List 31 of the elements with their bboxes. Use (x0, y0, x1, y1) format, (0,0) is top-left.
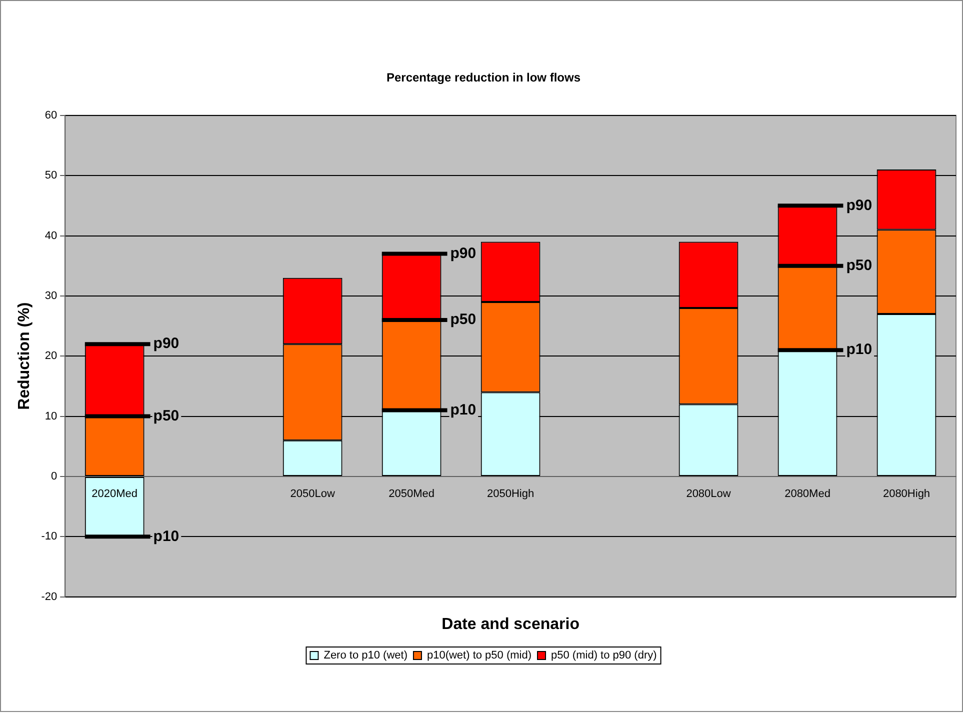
y-tick-label: 0 (50, 470, 58, 482)
x-tick-label: 2050Med (388, 488, 434, 500)
annotation: p10 (846, 341, 872, 358)
x-tick-label: 2080Med (784, 488, 830, 500)
y-tick-label: 20 (44, 350, 58, 362)
y-tick-label: -20 (41, 590, 58, 603)
legend-label: Zero to p10 (wet) (324, 650, 408, 662)
annotation: p10 (450, 401, 476, 418)
annotation: p50 (153, 407, 180, 424)
x-tick-label: 2080Low (686, 488, 731, 500)
annotation: p50 (450, 311, 476, 328)
y-tick-label: 30 (44, 290, 58, 302)
annotation: p90 (153, 335, 180, 352)
y-tick-label: 40 (44, 230, 58, 242)
legend-label: p10(wet) to p50 (mid) (426, 650, 532, 662)
annotation: p50 (846, 256, 872, 274)
x-tick-label: 2080High (882, 488, 930, 500)
annotation: p90 (450, 244, 476, 262)
y-tick-label: 60 (44, 109, 58, 122)
x-axis-title: Date and scenario (442, 616, 580, 633)
annotation: p10 (153, 528, 180, 545)
y-tick-label: 50 (44, 170, 58, 182)
legend-label: p50 (mid) to p90 (dry) (551, 650, 657, 662)
x-tick-label: 2050Low (290, 488, 335, 500)
y-tick-label: 10 (44, 410, 58, 422)
y-axis-title: Reduction (%) (16, 302, 34, 410)
y-tick-label: -10 (41, 530, 58, 543)
x-tick-label: 2020Med (92, 488, 138, 500)
chart-title: Percentage reduction in low flows (386, 70, 581, 85)
annotation: p90 (846, 196, 872, 214)
x-tick-label: 2050High (487, 488, 534, 500)
